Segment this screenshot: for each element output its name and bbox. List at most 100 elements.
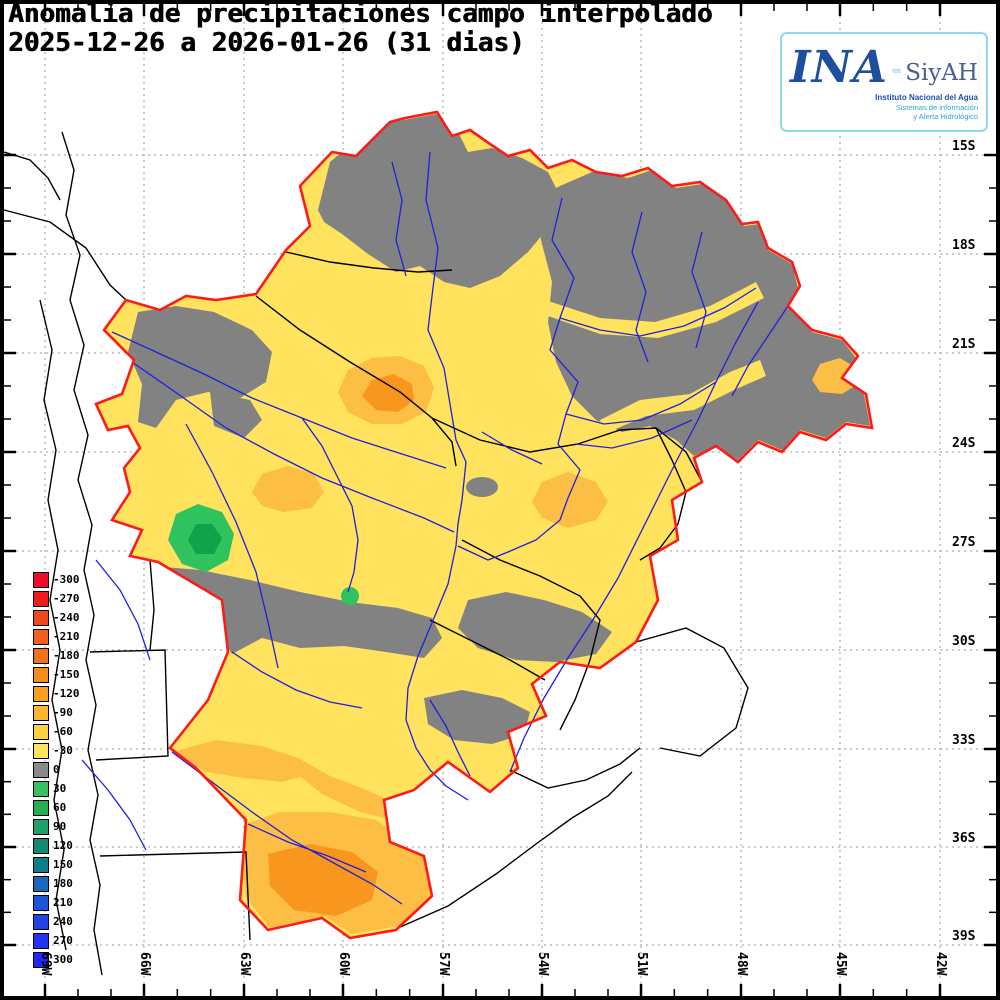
country-borders [3, 131, 749, 976]
legend-swatch [33, 932, 49, 949]
lon-label: 69W [38, 952, 53, 976]
logo-row: INA SiyAH [790, 38, 978, 90]
legend-value: 30 [53, 782, 67, 795]
legend-value: 180 [53, 877, 73, 890]
legend-item: -300 [33, 570, 80, 589]
gray-patch-south-center [424, 690, 530, 744]
logo-subtitle-3: y Alerta Hidrológico [913, 112, 978, 122]
legend-item: 270 [33, 931, 80, 950]
ina-logo: INA SiyAH Instituto Nacional del Agua Si… [780, 32, 988, 132]
lon-label: 66W [137, 952, 152, 976]
water-waves-icon [892, 68, 902, 73]
legend-value: 150 [53, 858, 73, 871]
legend-value: -180 [53, 649, 80, 662]
legend-item: 60 [33, 798, 80, 817]
orange-patch-3 [532, 472, 608, 528]
river-east-tributaries [509, 211, 789, 773]
legend-item: 30 [33, 779, 80, 798]
legend-swatch [33, 571, 49, 588]
legend-value: -300 [53, 573, 80, 586]
green-spot [341, 587, 359, 605]
legend-value: -240 [53, 611, 80, 624]
legend-value: 0 [53, 763, 60, 776]
legend-item: -90 [33, 703, 80, 722]
legend-item: 0 [33, 760, 80, 779]
legend-item: 300 [33, 950, 80, 969]
legend-swatch [33, 894, 49, 911]
legend-item: 240 [33, 912, 80, 931]
legend-swatch [33, 590, 49, 607]
orange-patch-4 [812, 358, 858, 394]
ina-wordmark: INA [790, 42, 888, 93]
legend-swatch [33, 647, 49, 664]
logo-subtitle-2: Sistemas de información [895, 103, 978, 112]
lat-label: 21S [952, 337, 976, 352]
legend-swatch [33, 628, 49, 645]
legend-swatch [33, 951, 49, 968]
legend-item: 120 [33, 836, 80, 855]
legend-value: 300 [53, 953, 73, 966]
logo-subtitles: Instituto Nacional del Agua Sistemas de … [790, 93, 978, 122]
river-south-misc [81, 161, 543, 905]
orange-patch-south-core [268, 844, 378, 916]
legend-item: 180 [33, 874, 80, 893]
legend-swatch [33, 723, 49, 740]
legend-swatch [33, 609, 49, 626]
lon-label: 54W [535, 952, 550, 976]
lon-label: 63W [237, 952, 252, 976]
legend-item: -120 [33, 684, 80, 703]
legend-swatch [33, 742, 49, 759]
legend-item: -180 [33, 646, 80, 665]
legend-item: -30 [33, 741, 80, 760]
legend-swatch [33, 875, 49, 892]
frame-ticks [4, 4, 996, 996]
lon-label: 45W [833, 952, 848, 976]
legend-item: -210 [33, 627, 80, 646]
title-line-2: 2025-12-26 a 2026-01-26 (31 dias) [8, 28, 525, 59]
legend-value: 270 [53, 934, 73, 947]
legend-item: 210 [33, 893, 80, 912]
title-line-1: Anomalia de precipitaciones campo interp… [8, 0, 713, 29]
legend-item: 90 [33, 817, 80, 836]
legend-item: -240 [33, 608, 80, 627]
lon-label: 57W [436, 952, 451, 976]
lon-label: 42W [933, 952, 948, 976]
orange-patch-1-core [362, 374, 414, 412]
legend-item: 150 [33, 855, 80, 874]
river-west-tributaries [111, 331, 455, 669]
legend-value: 120 [53, 839, 73, 852]
legend-value: -270 [53, 592, 80, 605]
legend-swatch [33, 913, 49, 930]
legend-swatch [33, 704, 49, 721]
yellow-ribbon-1 [545, 282, 764, 338]
siyah-wordmark: SiyAH [905, 59, 978, 86]
gray-patch-west [128, 306, 272, 428]
border-lines [3, 131, 749, 976]
legend-value: -120 [53, 687, 80, 700]
legend-swatch [33, 837, 49, 854]
legend-swatch [33, 818, 49, 835]
legend-item: -150 [33, 665, 80, 684]
legend-value: 60 [53, 801, 67, 814]
lon-label: 48W [734, 952, 749, 976]
gray-patch-north [318, 114, 560, 288]
gray-patch-central-east [458, 592, 612, 662]
lat-label: 18S [952, 238, 976, 253]
legend-swatch [33, 799, 49, 816]
logo-subtitle-1: Instituto Nacional del Agua [875, 93, 978, 102]
legend-value: -30 [53, 744, 73, 757]
legend: -300 -270 -240 -210 -180 -150 -120 -90 -60 -30 0 30… [33, 570, 80, 969]
legend-value: -210 [53, 630, 80, 643]
orange-patch-south-link [298, 758, 392, 820]
orange-patch-south-band [172, 740, 310, 782]
legend-swatch [33, 780, 49, 797]
green-patch-core [188, 524, 222, 554]
lat-label: 15S [952, 139, 976, 154]
lat-label: 33S [952, 733, 976, 748]
legend-item: -270 [33, 589, 80, 608]
orange-patch-2 [252, 466, 324, 512]
legend-swatch [33, 666, 49, 683]
lat-label: 39S [952, 929, 976, 944]
